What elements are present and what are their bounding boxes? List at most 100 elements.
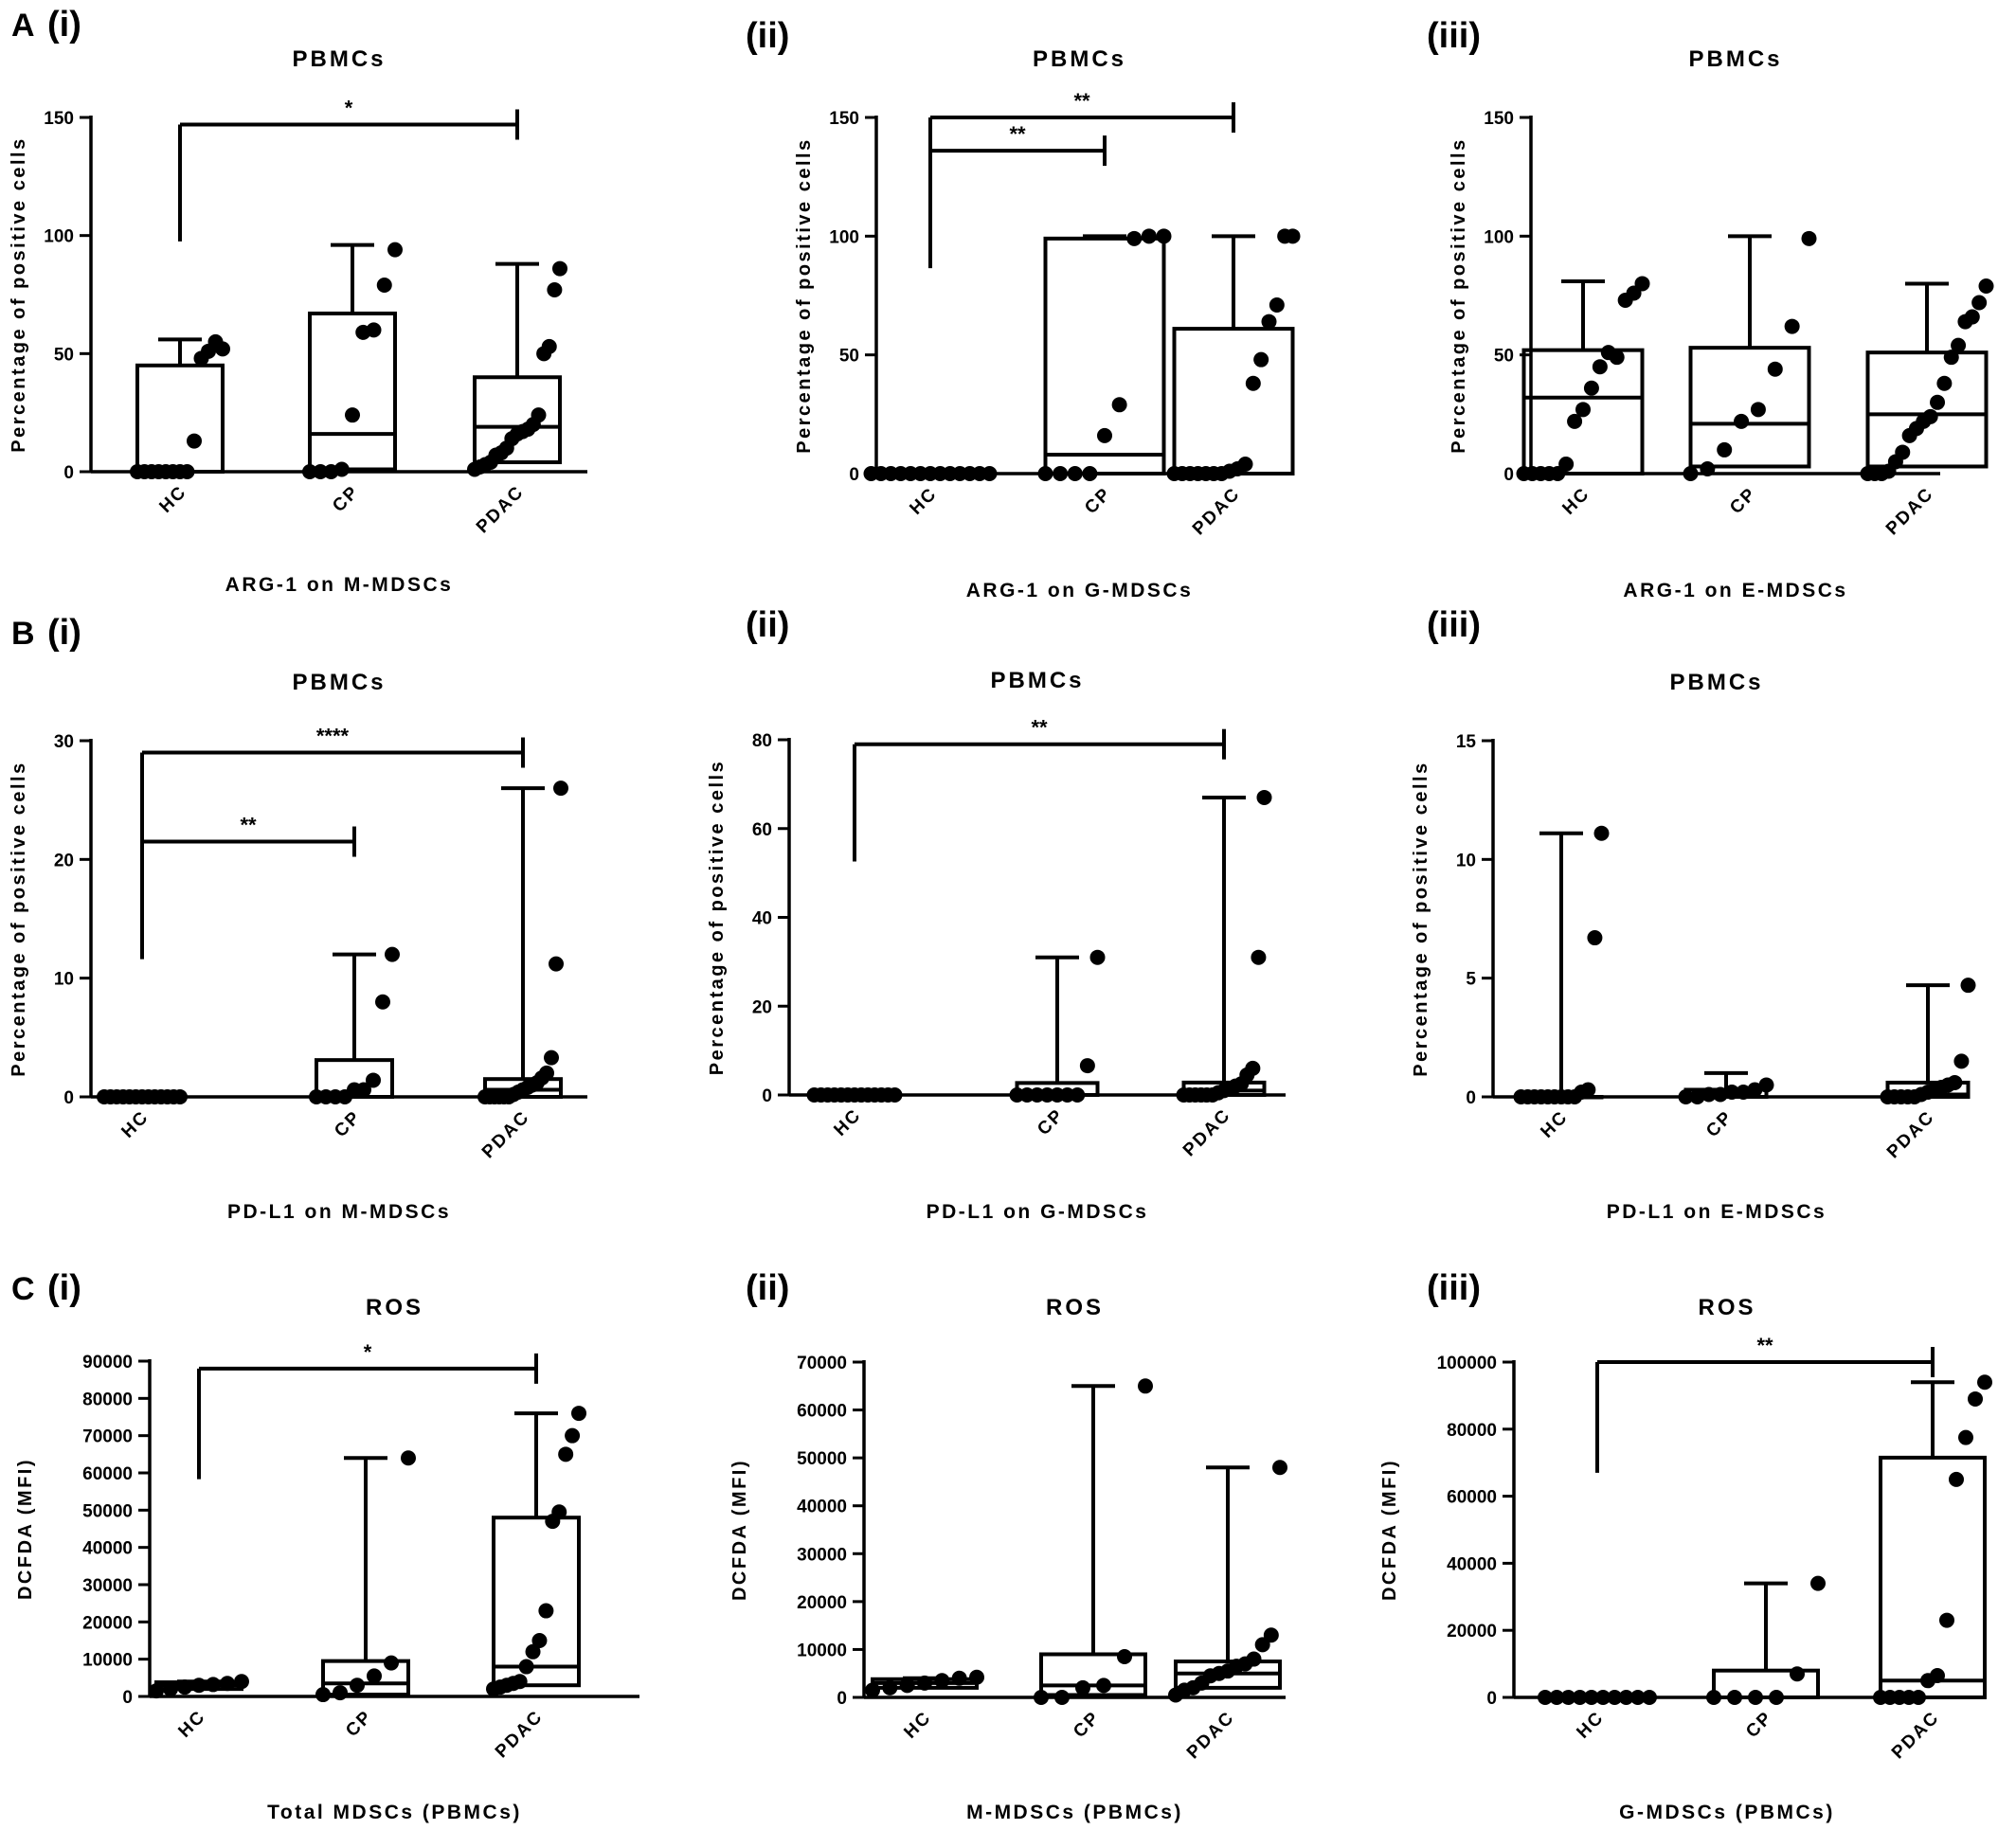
significance-label: ** — [1009, 122, 1026, 146]
data-point — [333, 461, 350, 477]
y-tick-label: 50000 — [82, 1501, 133, 1521]
x-tick-label: HC — [174, 1707, 209, 1742]
data-point — [1079, 1058, 1095, 1074]
y-tick-label: 40000 — [82, 1539, 133, 1559]
data-point — [531, 1633, 548, 1648]
x-axis-label: PD-L1 on M-MDSCs — [227, 1201, 451, 1223]
box — [135, 363, 225, 474]
x-axis-label: PD-L1 on E-MDSCs — [1607, 1201, 1827, 1223]
data-point — [1936, 375, 1953, 391]
data-point — [1810, 1575, 1826, 1591]
data-point — [969, 1669, 984, 1685]
data-point — [1558, 456, 1575, 472]
box — [1865, 350, 1989, 469]
data-point — [544, 1050, 559, 1066]
data-point — [1758, 1077, 1774, 1093]
data-point — [1701, 1086, 1717, 1103]
y-tick-label: 150 — [44, 109, 74, 129]
x-axis-label: G-MDSCs (PBMCs) — [1619, 1802, 1835, 1823]
data-point — [1930, 1667, 1945, 1683]
data-point — [1246, 1651, 1262, 1667]
box — [1043, 236, 1166, 475]
data-point — [206, 1677, 221, 1693]
data-point — [1156, 228, 1172, 244]
data-point — [1097, 427, 1112, 443]
x-tick-label: CP — [329, 482, 363, 516]
data-point — [1748, 1690, 1763, 1705]
data-point — [558, 1446, 574, 1462]
y-tick-label: 10000 — [797, 1641, 847, 1660]
y-tick-label: 30 — [54, 732, 74, 752]
box — [1172, 327, 1295, 475]
data-point — [1958, 1429, 1973, 1445]
data-point — [1126, 230, 1143, 246]
data-point — [1580, 1082, 1596, 1098]
data-point — [1595, 1690, 1611, 1705]
data-point — [1096, 1678, 1111, 1694]
x-axis-label: ARG-1 on E-MDSCs — [1623, 580, 1847, 601]
data-point — [1750, 402, 1766, 418]
data-point — [1138, 1378, 1153, 1394]
chart-panel-3: B (i) PBMCs 0 10 20 30 Percentage of positive c… — [9, 613, 587, 1223]
data-point — [1943, 350, 1959, 366]
data-point — [547, 282, 563, 298]
data-point — [1747, 1082, 1763, 1098]
data-point — [163, 1681, 178, 1697]
data-point — [1245, 1060, 1261, 1076]
data-point — [215, 341, 230, 357]
chart-title: ROS — [1046, 1295, 1104, 1320]
x-tick-label: HC — [155, 482, 190, 517]
x-tick-label: CP — [1070, 1708, 1104, 1742]
data-point — [1261, 314, 1277, 330]
y-tick-label: 10 — [54, 970, 74, 990]
data-point — [1253, 351, 1269, 368]
y-axis-label: Percentage of positive cells — [9, 761, 29, 1076]
data-point — [1070, 1087, 1086, 1103]
significance-label: ** — [240, 814, 257, 837]
y-tick-label: 90000 — [82, 1353, 133, 1372]
x-tick-label: CP — [1034, 1105, 1068, 1139]
box — [1521, 348, 1645, 475]
data-point — [1082, 466, 1098, 481]
y-tick-label: 60 — [752, 820, 772, 840]
data-point — [1895, 444, 1911, 460]
data-point — [1736, 1084, 1752, 1100]
data-point — [1587, 930, 1603, 946]
chart-panel-5: (iii) PBMCs 0 5 10 15 Percentage of positive c… — [1411, 605, 1976, 1223]
y-tick-label: 60000 — [797, 1402, 847, 1422]
data-point — [1054, 1690, 1070, 1705]
data-point — [539, 1065, 554, 1081]
data-point — [1067, 466, 1083, 481]
panel-label: (iii) — [1427, 605, 1481, 645]
panel-label: (iii) — [1427, 1268, 1481, 1308]
panel-label: (ii) — [746, 1268, 789, 1308]
data-point — [366, 322, 382, 338]
data-point — [865, 1682, 880, 1698]
data-point — [149, 1683, 164, 1699]
y-tick-label: 50000 — [797, 1449, 847, 1469]
data-point — [1712, 1086, 1728, 1103]
y-tick-label: 40 — [752, 909, 772, 929]
panel-label: (ii) — [746, 16, 789, 56]
box — [308, 311, 397, 472]
x-tick-label: PDAC — [478, 1107, 534, 1163]
chart-title: PBMCs — [990, 668, 1084, 693]
y-tick-label: 70000 — [82, 1427, 133, 1447]
row-letter: C — [11, 1271, 35, 1307]
x-tick-label: HC — [906, 484, 941, 519]
data-point — [1683, 466, 1699, 481]
y-axis-label: Percentage of positive cells — [794, 137, 815, 453]
y-tick-label: 10 — [1456, 851, 1476, 870]
y-tick-label: 0 — [837, 1689, 847, 1709]
y-tick-label: 50 — [839, 347, 859, 367]
y-tick-label: 20 — [752, 997, 772, 1017]
y-tick-label: 20000 — [797, 1593, 847, 1613]
data-point — [1700, 460, 1716, 476]
data-point — [1769, 1690, 1784, 1705]
x-tick-label: HC — [1558, 484, 1593, 519]
data-point — [1930, 394, 1946, 410]
data-point — [1075, 1679, 1090, 1695]
data-point — [571, 1406, 586, 1422]
data-point — [1618, 1690, 1634, 1705]
y-tick-label: 0 — [1486, 1689, 1497, 1709]
